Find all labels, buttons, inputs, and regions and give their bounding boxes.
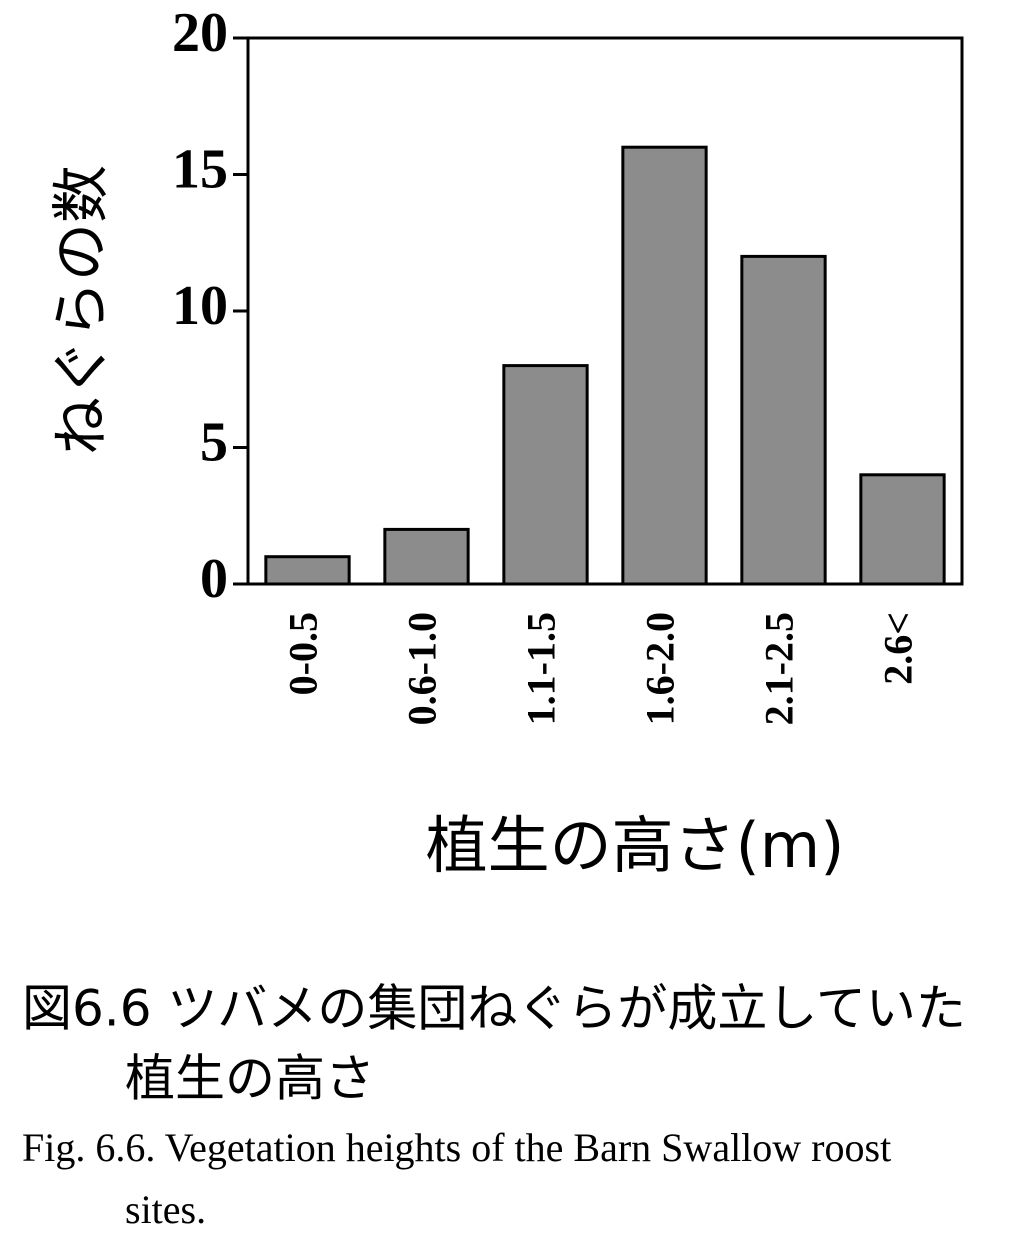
bar: [740, 254, 827, 586]
y-tick-label: 15: [172, 138, 228, 200]
x-tick-label: 2.6<: [876, 612, 921, 685]
y-tick-label: 10: [172, 275, 228, 337]
plot-frame: [246, 36, 964, 586]
y-tick-label: 20: [172, 2, 228, 64]
x-tick-label: 2.1-2.5: [757, 612, 802, 725]
x-tick-label: 0-0.5: [281, 612, 326, 695]
caption-en-line: Fig. 6.6. Vegetation heights of the Barn…: [22, 1125, 891, 1170]
caption-en-line: sites.: [125, 1187, 206, 1232]
x-axis-label: 植生の高さ(m): [426, 809, 845, 882]
y-axis-label: ねぐらの数: [47, 165, 115, 455]
bar: [383, 527, 470, 586]
caption-ja-line: 植生の高さ: [125, 1050, 375, 1108]
bar: [502, 364, 589, 586]
x-tick-label: 1.1-1.5: [519, 612, 564, 725]
y-tick-label: 5: [200, 411, 228, 473]
bar: [859, 473, 946, 586]
bar: [621, 145, 708, 586]
caption-ja-line: 図6.6 ツバメの集団ねぐらが成立していた: [22, 980, 966, 1038]
y-tick-label: 0: [200, 548, 228, 610]
x-tick-label: 1.6-2.0: [638, 612, 683, 725]
bar: [264, 555, 351, 586]
x-tick-label: 0.6-1.0: [400, 612, 445, 725]
